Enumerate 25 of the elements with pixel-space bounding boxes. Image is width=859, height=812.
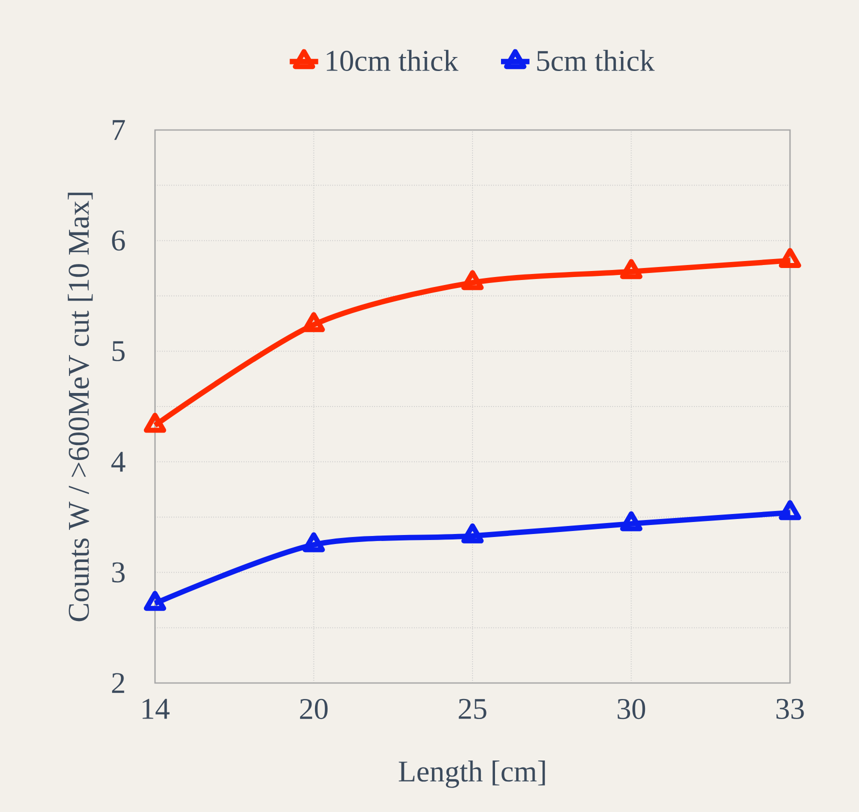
point xyxy=(620,511,642,532)
point xyxy=(778,248,802,268)
y-tick-label: 3 xyxy=(112,562,125,582)
x-tick-label: 14 xyxy=(142,698,170,719)
x-tick-label: 25 xyxy=(458,698,486,720)
y-axis-title: Counts W / >600MeV cut [10 Max] xyxy=(68,192,93,622)
y-tick-label: 7 xyxy=(112,120,125,140)
y-tick-label: 5 xyxy=(112,341,125,362)
point xyxy=(302,532,325,552)
point xyxy=(461,270,484,290)
point xyxy=(461,523,484,544)
point xyxy=(620,259,642,280)
x-axis-title: Length [cm] xyxy=(398,760,545,788)
point xyxy=(144,590,166,611)
y-tick-label: 4 xyxy=(111,452,126,472)
point xyxy=(302,312,325,332)
legend-label: 10cm thick xyxy=(326,50,458,72)
legend-label: 5cm thick xyxy=(537,50,655,72)
x-tick-label: 20 xyxy=(300,698,328,720)
point xyxy=(144,412,166,433)
y-tick-label: 2 xyxy=(112,673,124,693)
x-tick-label: 33 xyxy=(776,698,804,720)
point xyxy=(778,500,802,520)
y-tick-label: 6 xyxy=(112,230,125,251)
x-tick-label: 30 xyxy=(618,698,646,720)
